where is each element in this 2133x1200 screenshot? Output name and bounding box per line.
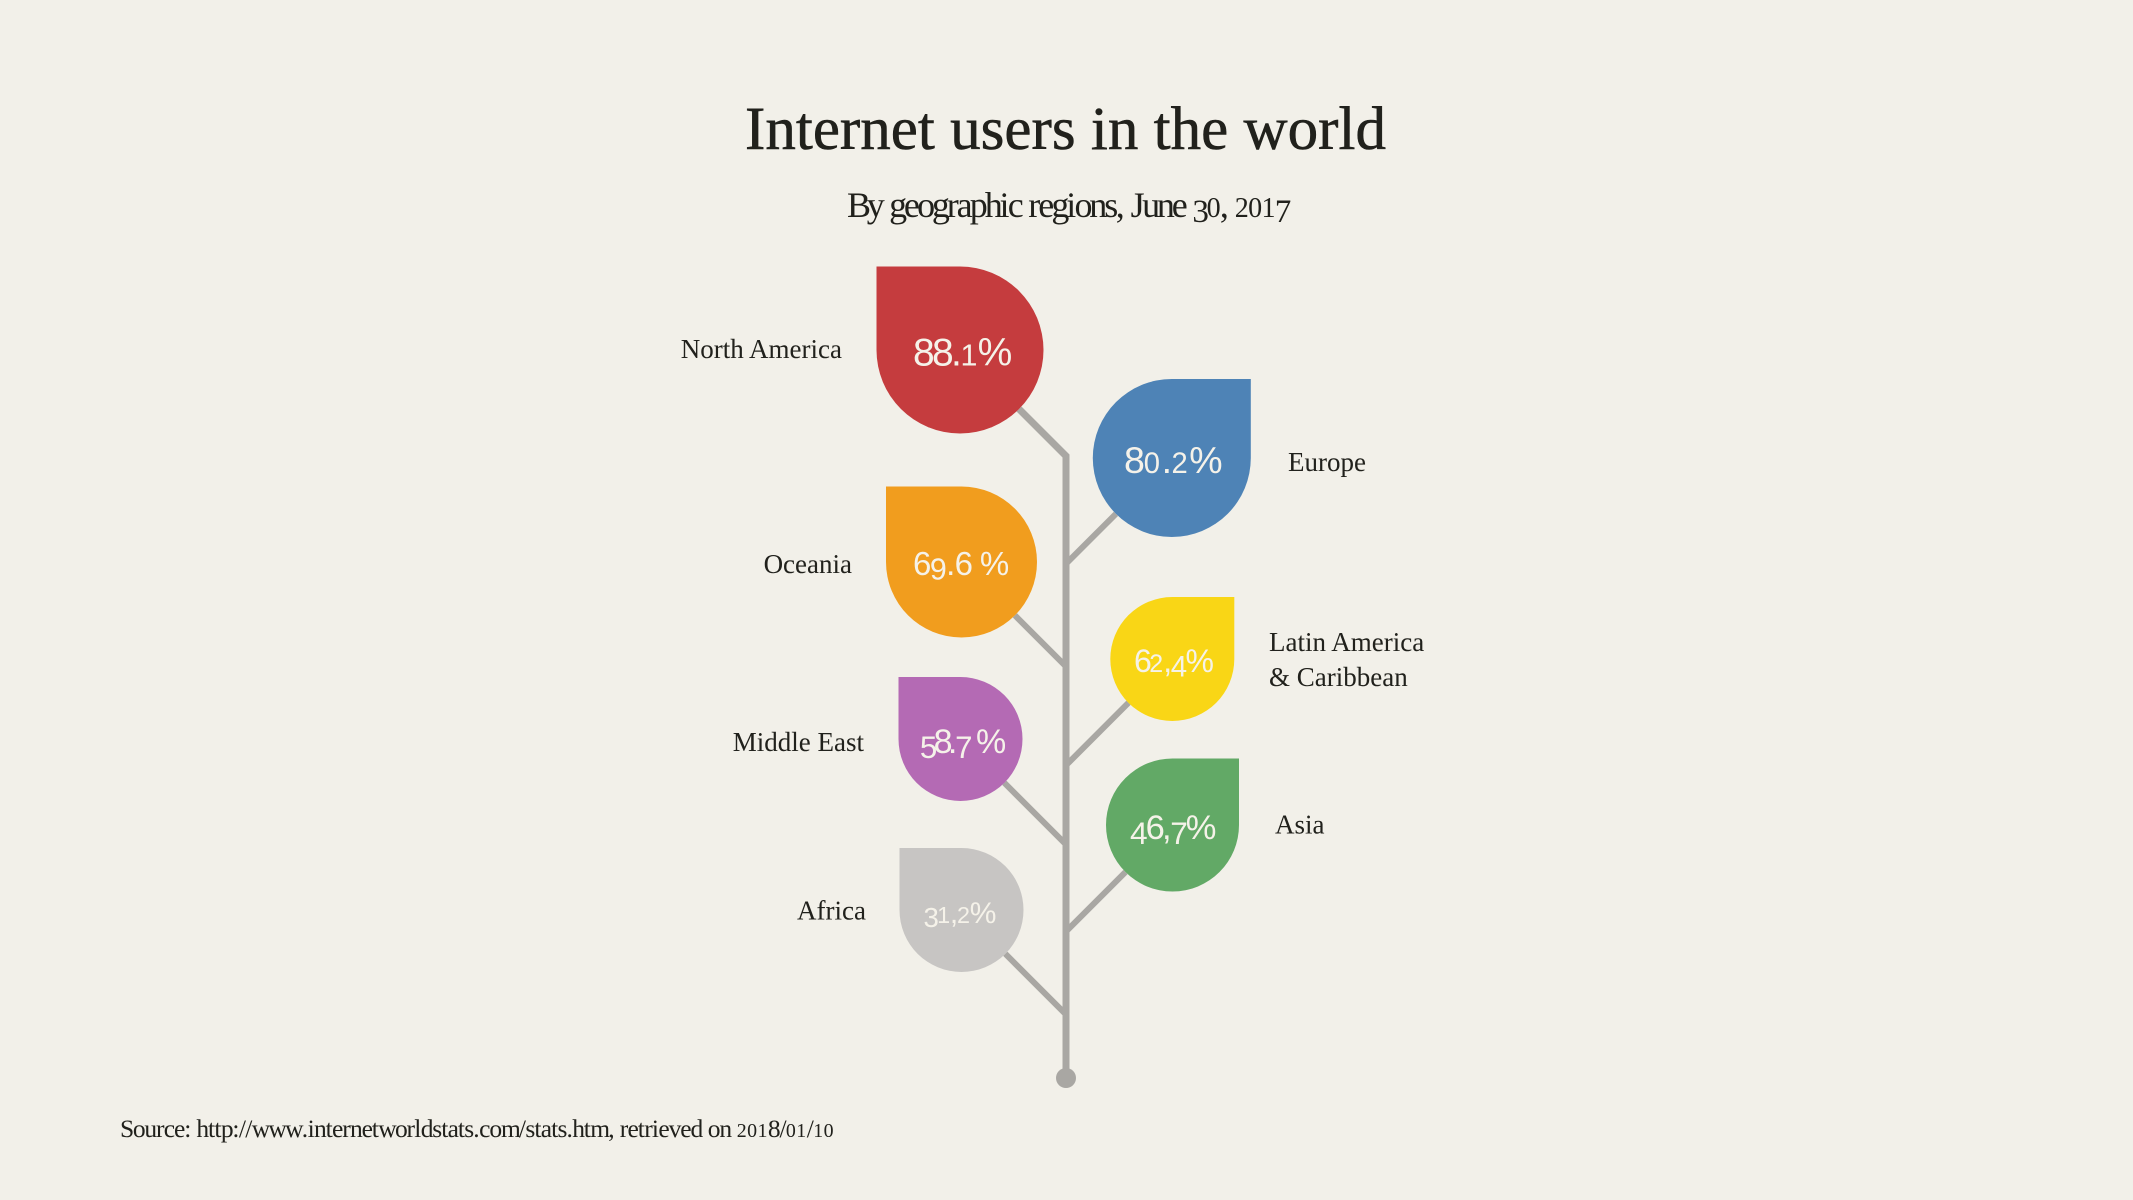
svg-text:Source:http://www.internetworl: Source: http://www.internetworldstats.com… <box>120 1114 834 1143</box>
svg-text:31,2%: 31,2% <box>924 897 997 933</box>
svg-text:46,7%: 46,7% <box>1130 809 1216 851</box>
svg-text:80.2%: 80.2% <box>1124 439 1223 481</box>
svg-text:Asia: Asia <box>1275 810 1325 840</box>
svg-text:62,4%: 62,4% <box>1134 643 1214 684</box>
svg-text:Africa: Africa <box>797 896 866 926</box>
svg-text:58.7%: 58.7% <box>920 723 1006 765</box>
svg-text:69.6%: 69.6% <box>913 545 1009 587</box>
svg-text:Internet users in the world: Internet users in the world <box>745 96 1386 163</box>
svg-text:North America: North America <box>681 334 842 364</box>
svg-text:& Caribbean: & Caribbean <box>1269 662 1408 692</box>
svg-text:Europe: Europe <box>1288 447 1366 477</box>
svg-text:Oceania: Oceania <box>764 549 852 579</box>
svg-text:Middle East: Middle East <box>733 727 865 757</box>
svg-text:88.1%: 88.1% <box>913 332 1012 375</box>
svg-text:Latin America: Latin America <box>1269 627 1424 657</box>
